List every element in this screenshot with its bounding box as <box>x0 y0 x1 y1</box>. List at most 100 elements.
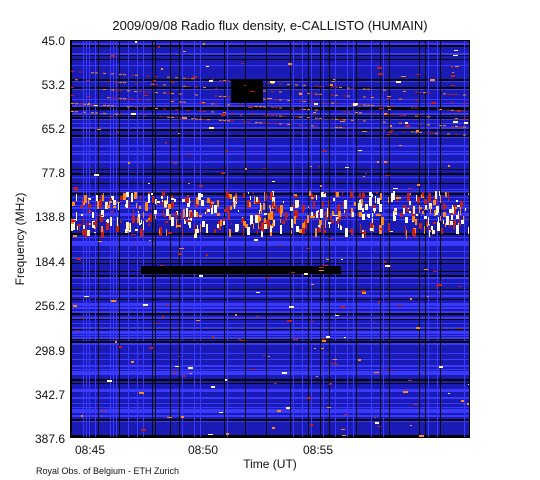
drift-feature <box>219 95 222 97</box>
emission-spot <box>427 224 428 227</box>
emission-spot <box>149 214 152 222</box>
emission-spot <box>443 203 445 210</box>
hot-pixel <box>405 122 408 124</box>
drift-feature <box>287 99 290 101</box>
emission-spot <box>83 218 84 224</box>
emission-spot <box>100 216 103 222</box>
hot-pixel <box>221 114 226 116</box>
emission-spot <box>433 200 436 205</box>
drift-feature <box>75 79 78 81</box>
emission-spot <box>463 216 464 223</box>
y-tick-label: 256.2 <box>34 299 65 313</box>
frequency-channel <box>71 323 469 324</box>
emission-spot <box>128 200 129 208</box>
hot-pixel <box>378 73 383 75</box>
emission-spot <box>359 212 362 217</box>
emission-spot <box>125 204 126 207</box>
frequency-channel <box>71 245 469 246</box>
frequency-channel <box>71 319 469 320</box>
frequency-channel <box>71 105 469 107</box>
hot-pixel <box>131 113 136 115</box>
emission-spot <box>238 210 239 212</box>
drift-feature <box>463 126 466 128</box>
hot-pixel <box>468 384 469 385</box>
time-streak <box>290 41 291 437</box>
drift-feature <box>83 111 86 113</box>
drift-feature <box>271 115 274 116</box>
time-streak <box>389 41 390 437</box>
emission-spot <box>190 201 191 203</box>
drift-feature <box>315 85 318 87</box>
emission-spot <box>304 222 305 225</box>
hot-pixel <box>457 110 461 112</box>
emission-spot <box>429 224 430 226</box>
hot-pixel <box>322 338 327 339</box>
emission-spot <box>200 194 203 197</box>
frequency-channel <box>71 333 469 334</box>
drift-feature <box>195 94 198 96</box>
hot-pixel <box>311 321 314 322</box>
drift-feature <box>339 127 342 129</box>
hot-pixel <box>135 41 137 43</box>
drift-feature <box>135 74 138 76</box>
drift-feature <box>255 122 258 124</box>
hot-pixel <box>353 103 358 105</box>
hot-pixel <box>182 117 187 119</box>
drift-feature <box>119 81 122 83</box>
emission-spot <box>393 191 395 200</box>
emission-spot <box>96 217 97 225</box>
drift-feature <box>263 90 266 92</box>
hot-pixel <box>453 55 458 56</box>
drift-feature <box>303 100 306 102</box>
hot-pixel <box>341 306 345 308</box>
hot-pixel <box>431 102 436 104</box>
emission-spot <box>419 205 420 213</box>
emission-spot <box>152 196 154 203</box>
hot-pixel <box>374 417 376 418</box>
emission-spot <box>234 201 235 209</box>
frequency-channel <box>71 419 469 421</box>
hot-pixel <box>175 366 179 367</box>
emission-spot <box>468 193 469 195</box>
drift-feature <box>335 94 338 96</box>
emission-spot <box>338 211 341 219</box>
drift-feature <box>251 113 254 115</box>
emission-spot <box>455 207 457 209</box>
drift-feature <box>179 117 182 119</box>
hot-pixel <box>209 80 213 82</box>
drift-feature <box>267 82 270 84</box>
emission-spot <box>264 192 265 201</box>
time-streak <box>425 41 426 437</box>
emission-spot <box>166 209 169 216</box>
drift-feature <box>227 104 230 106</box>
hot-pixel <box>299 219 302 220</box>
hot-pixel <box>454 50 458 51</box>
emission-spot <box>336 206 337 212</box>
drift-feature <box>135 82 138 84</box>
emission-spot <box>359 200 361 207</box>
emission-spot <box>194 225 195 234</box>
emission-spot <box>314 195 316 197</box>
drift-feature <box>271 83 274 84</box>
drift-feature <box>215 95 218 97</box>
hot-pixel <box>173 163 177 164</box>
emission-spot <box>464 217 465 219</box>
drift-feature <box>347 87 350 89</box>
emission-spot <box>441 228 443 234</box>
hot-pixel <box>319 267 324 268</box>
emission-spot <box>105 202 108 209</box>
frequency-channel <box>71 299 469 300</box>
hot-pixel <box>81 318 84 319</box>
emission-spot <box>85 229 87 238</box>
emission-spot <box>101 210 104 217</box>
emission-spot <box>258 215 260 222</box>
emission-spot <box>194 229 197 238</box>
emission-spot <box>255 215 258 223</box>
hot-pixel <box>107 380 112 382</box>
drift-feature <box>95 72 98 74</box>
drift-feature <box>359 104 362 106</box>
hot-pixel <box>294 194 297 196</box>
drift-feature <box>219 119 222 121</box>
emission-spot <box>110 198 112 200</box>
emission-spot <box>311 197 314 199</box>
